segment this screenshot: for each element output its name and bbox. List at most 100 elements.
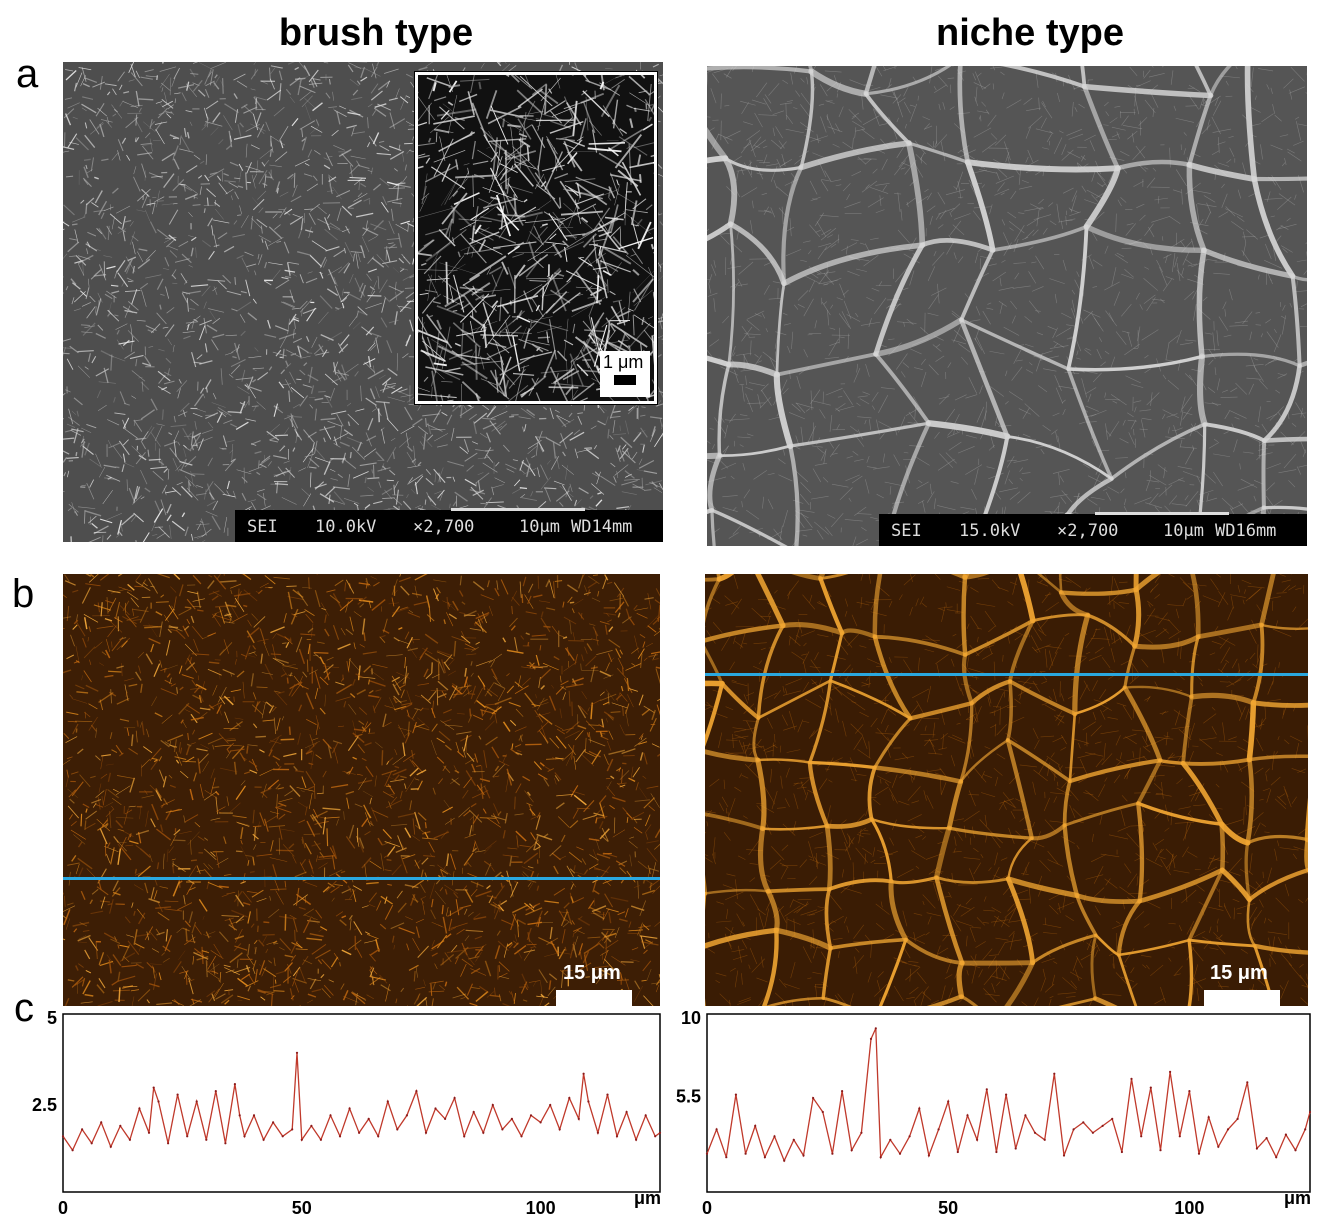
profile-point [568,1097,570,1099]
profile-point [454,1097,456,1099]
profile-point [986,1088,988,1090]
profile-point [909,1135,911,1137]
profile-point [1073,1128,1075,1130]
inset-scale-box: 1 μm [600,351,650,397]
profile-point [110,1146,112,1148]
profile-point [802,1154,804,1156]
profile-point [1227,1128,1229,1130]
profile-point [1121,1151,1123,1153]
sem-info-bar-brush: SEI 10.0kV ×2,700 10μm WD14mm [235,510,663,542]
profile-point [186,1135,188,1137]
profile-point [1179,1135,1181,1137]
profile-point [72,1149,74,1151]
profile-point [578,1118,580,1120]
profile-point [463,1135,465,1137]
x-tick-label: 50 [292,1198,312,1218]
profile-point [583,1073,585,1075]
profile-point [387,1100,389,1102]
profile-point [1309,1111,1311,1113]
profile-point [1159,1149,1161,1151]
profile-point [520,1135,522,1137]
profile-point [157,1100,159,1102]
profile-point [234,1083,236,1085]
x-axis-unit: μm [634,1188,661,1208]
sem-info-detector: SEI [247,517,278,537]
profile-point [793,1139,795,1141]
sem-info-detector: SEI [891,521,922,541]
profile-point [880,1156,882,1158]
profile-point [851,1149,853,1151]
profile-point [263,1139,265,1141]
profile-point [966,1114,968,1116]
profile-point [540,1121,542,1123]
profile-point [1102,1125,1104,1127]
profile-point [831,1153,833,1155]
profile-point [425,1132,427,1134]
profile-point [310,1125,312,1127]
profile-point [812,1097,814,1099]
sem-info-voltage: 15.0kV [959,521,1020,541]
profile-point [1053,1073,1055,1075]
afm-scale-bar-brush [556,990,632,1006]
profile-point [291,1128,293,1130]
profile-point [1266,1137,1268,1139]
panel-letter-a: a [16,52,38,97]
profile-point [654,1135,656,1137]
profile-point [725,1156,727,1158]
profile-point [196,1100,198,1102]
profile-point [1304,1128,1306,1130]
profile-point [1034,1132,1036,1134]
panel-letter-b: b [12,572,34,617]
profile-point [153,1087,155,1089]
profile-point [645,1114,647,1116]
column-title-brush: brush type [226,12,526,55]
profile-point [635,1139,637,1141]
profile-point [129,1139,131,1141]
profile-point [918,1107,920,1109]
sem-info-magnification: ×2,700 [413,517,474,537]
y-tick-label: 2.5 [32,1095,57,1115]
x-tick-label: 0 [702,1198,712,1218]
profile-point [1150,1087,1152,1089]
profile-point [889,1139,891,1141]
sem-scale-line-brush [451,508,585,511]
profile-point [976,1139,978,1141]
profile-point [870,1038,872,1040]
profile-point [81,1128,83,1130]
profile-point [119,1125,121,1127]
profile-point [1169,1071,1171,1073]
profile-point [301,1139,303,1141]
column-title-niche: niche type [880,12,1180,55]
profile-point [616,1135,618,1137]
profile-point [138,1107,140,1109]
profile-point [1275,1156,1277,1158]
profile-point [473,1111,475,1113]
afm-texture-brush [63,574,660,1006]
sem-image-brush: 1 μm SEI 10.0kV ×2,700 10μm WD14mm [63,62,663,542]
y-tick-label: 10 [681,1008,701,1028]
profile-point [1130,1078,1132,1080]
x-tick-label: 100 [526,1198,556,1218]
profile-point [1285,1134,1287,1136]
profile-point [745,1153,747,1155]
profile-point [492,1104,494,1106]
y-tick-label: 5.5 [676,1086,701,1106]
profile-point [626,1111,628,1113]
profile-point [559,1128,561,1130]
y-tick-label: 5 [47,1008,57,1028]
profile-point [501,1128,503,1130]
sem-texture-niche [707,66,1307,546]
profile-point [349,1107,351,1109]
profile-point [62,1135,64,1137]
profile-point [1198,1153,1200,1155]
x-tick-label: 100 [1174,1198,1204,1218]
profile-point [320,1139,322,1141]
profile-point [224,1142,226,1144]
profile-point [1092,1132,1094,1134]
profile-point [368,1118,370,1120]
inset-scale-label: 1 μm [603,351,647,373]
profile-point [215,1090,217,1092]
profile-point [205,1139,207,1141]
profile-point [1294,1149,1296,1151]
